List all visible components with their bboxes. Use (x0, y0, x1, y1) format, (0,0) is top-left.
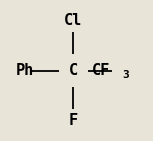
Text: CF: CF (92, 63, 110, 78)
Text: C: C (69, 63, 78, 78)
Text: Cl: Cl (64, 13, 83, 28)
Text: 3: 3 (122, 70, 129, 80)
Text: Ph: Ph (15, 63, 34, 78)
Text: F: F (69, 113, 78, 128)
